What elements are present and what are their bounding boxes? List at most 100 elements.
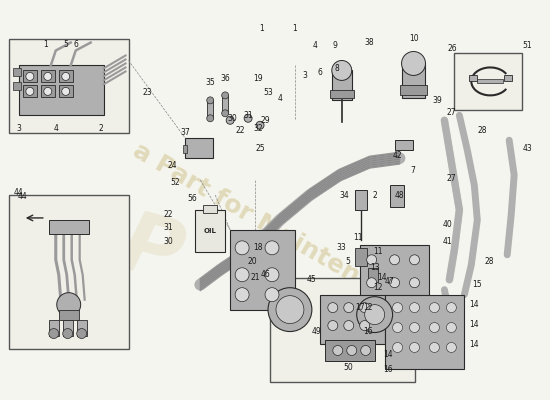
Circle shape — [328, 303, 338, 313]
Circle shape — [76, 328, 87, 338]
Text: 26: 26 — [448, 44, 457, 53]
Text: 2: 2 — [372, 190, 377, 200]
Bar — [355, 190, 367, 210]
Bar — [389, 185, 404, 207]
Circle shape — [235, 288, 249, 302]
Text: 4: 4 — [53, 124, 58, 133]
Text: 53: 53 — [263, 88, 273, 97]
Bar — [23, 85, 37, 97]
Circle shape — [62, 87, 70, 95]
Circle shape — [430, 303, 439, 313]
Bar — [49, 220, 89, 234]
Circle shape — [360, 303, 370, 313]
Circle shape — [62, 72, 70, 80]
Bar — [504, 76, 512, 82]
Text: 4: 4 — [312, 41, 317, 50]
Text: 44: 44 — [18, 192, 28, 200]
Bar — [332, 70, 352, 100]
Circle shape — [332, 60, 352, 80]
Bar — [13, 82, 21, 90]
Text: 16: 16 — [383, 365, 392, 374]
Bar — [49, 320, 59, 336]
Bar — [270, 278, 415, 382]
Text: 32: 32 — [253, 124, 263, 133]
Circle shape — [430, 342, 439, 352]
Bar — [185, 138, 213, 158]
Text: 17: 17 — [355, 303, 365, 312]
Bar — [76, 320, 87, 336]
Text: 8: 8 — [334, 64, 339, 73]
Circle shape — [244, 114, 252, 122]
Circle shape — [410, 255, 420, 265]
Bar — [59, 310, 79, 320]
Text: OIL: OIL — [204, 228, 217, 234]
Text: 41: 41 — [443, 237, 452, 246]
Text: 1: 1 — [260, 24, 265, 33]
Text: 50: 50 — [343, 363, 353, 372]
Bar — [399, 85, 427, 95]
Circle shape — [393, 322, 403, 332]
Text: 4: 4 — [278, 94, 282, 103]
Text: 22: 22 — [163, 210, 173, 220]
Text: 28: 28 — [485, 257, 494, 266]
Bar — [23, 70, 37, 82]
Bar — [183, 145, 188, 153]
Text: 30: 30 — [163, 237, 173, 246]
Circle shape — [26, 72, 34, 80]
Circle shape — [357, 297, 393, 332]
Text: 29: 29 — [260, 116, 270, 125]
Text: 38: 38 — [365, 38, 375, 47]
Bar — [41, 70, 55, 82]
Text: 12: 12 — [363, 303, 372, 312]
Circle shape — [389, 255, 399, 265]
Circle shape — [49, 328, 59, 338]
Circle shape — [328, 320, 338, 330]
Text: 12: 12 — [373, 283, 382, 292]
Circle shape — [235, 241, 249, 255]
Text: 21: 21 — [250, 273, 260, 282]
Bar — [355, 248, 367, 266]
Text: 9: 9 — [332, 41, 337, 50]
Text: 10: 10 — [410, 34, 419, 43]
Bar — [222, 95, 228, 113]
Text: 36: 36 — [221, 74, 230, 83]
Text: 52: 52 — [170, 178, 180, 186]
Text: a Part for Maintenance: a Part for Maintenance — [129, 138, 421, 322]
Text: 2: 2 — [98, 124, 103, 133]
Text: 20: 20 — [248, 257, 257, 266]
Text: 35: 35 — [205, 78, 215, 87]
Bar — [207, 100, 213, 118]
Text: 13: 13 — [370, 263, 379, 272]
Circle shape — [361, 346, 371, 356]
Text: 25: 25 — [255, 144, 265, 153]
Bar — [402, 64, 426, 98]
Text: 51: 51 — [522, 41, 532, 50]
Text: 31: 31 — [243, 111, 253, 120]
Bar — [454, 52, 522, 110]
Circle shape — [410, 303, 420, 313]
Circle shape — [410, 322, 420, 332]
Text: 3: 3 — [16, 124, 21, 133]
Text: 43: 43 — [522, 144, 532, 153]
Text: 28: 28 — [477, 126, 487, 135]
Circle shape — [389, 278, 399, 288]
Text: 1: 1 — [293, 24, 298, 33]
Circle shape — [393, 303, 403, 313]
Bar — [13, 68, 21, 76]
Text: 1: 1 — [43, 40, 48, 49]
Bar — [63, 320, 73, 336]
Text: 44: 44 — [14, 188, 24, 196]
Text: 6: 6 — [73, 40, 78, 49]
Text: 56: 56 — [188, 194, 197, 202]
Circle shape — [333, 346, 343, 356]
Bar — [9, 195, 129, 350]
Text: 27: 27 — [447, 108, 456, 117]
Circle shape — [430, 322, 439, 332]
Circle shape — [447, 303, 456, 313]
Bar — [204, 205, 217, 213]
Text: 37: 37 — [180, 128, 190, 137]
Circle shape — [367, 255, 377, 265]
Circle shape — [256, 121, 264, 129]
Circle shape — [410, 342, 420, 352]
Text: 3: 3 — [302, 71, 307, 80]
